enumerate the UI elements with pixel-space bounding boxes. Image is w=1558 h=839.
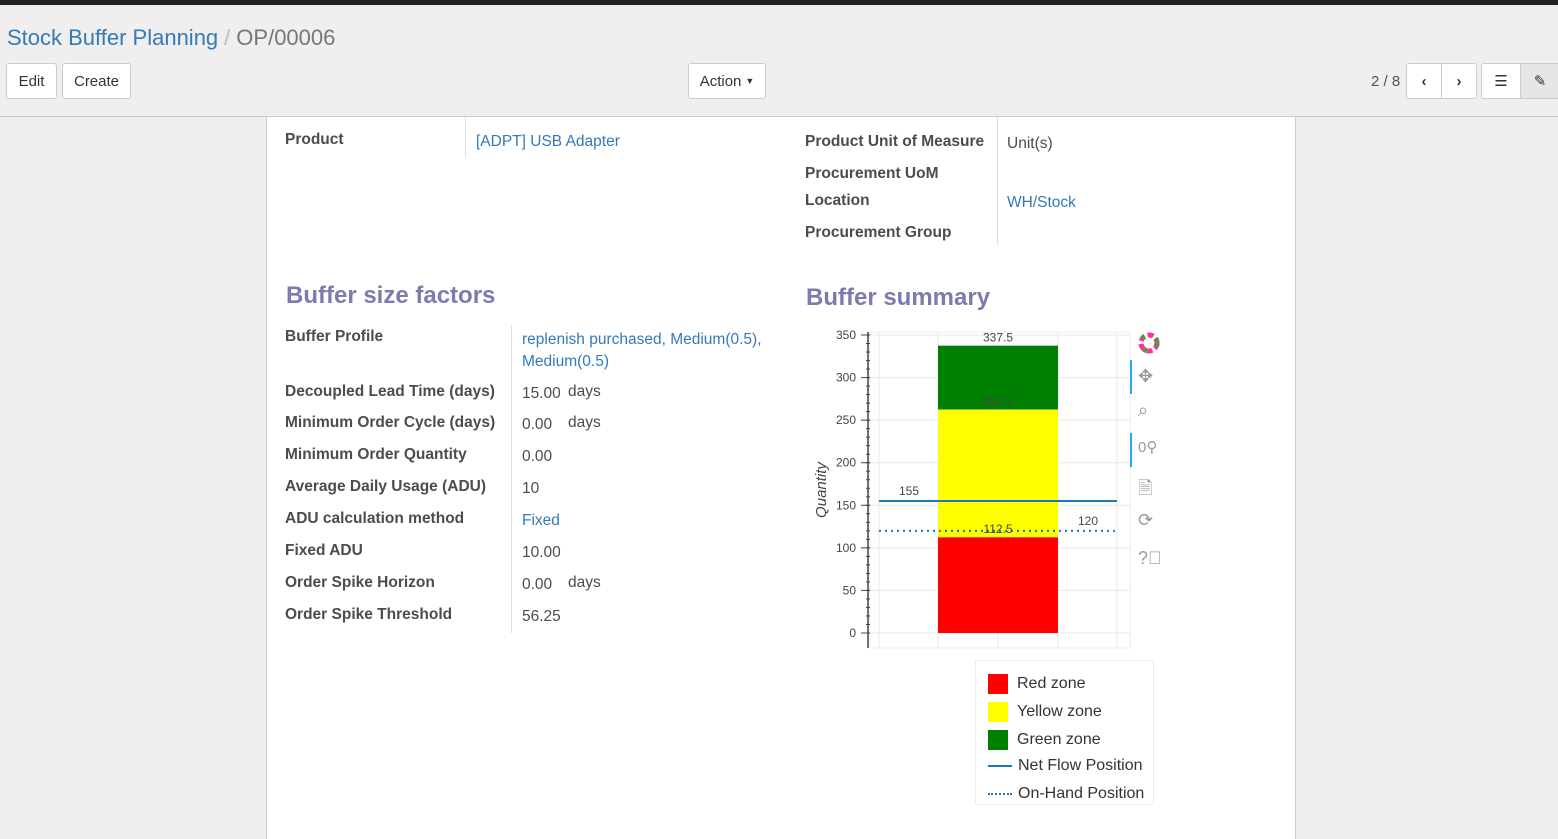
field-label: Decoupled Lead Time (days): [285, 383, 495, 400]
product-value[interactable]: [ADPT] USB Adapter: [476, 133, 620, 150]
net-flow-label: 155: [899, 484, 919, 498]
legend-swatch: [988, 730, 1008, 750]
location-label: Location: [805, 192, 870, 209]
legend-line: [988, 765, 1012, 767]
field-value: 56.25: [522, 608, 561, 625]
field-label: Order Spike Threshold: [285, 606, 453, 623]
form-view-button[interactable]: ✎: [1520, 63, 1558, 99]
y-axis-label: Quantity: [813, 461, 830, 518]
bar-yellow-zone: [938, 409, 1058, 538]
help-tool-icon[interactable]: ?⃝: [1138, 548, 1162, 568]
field-value: 0.00: [522, 448, 553, 465]
bar-red-zone: [938, 537, 1058, 633]
create-button[interactable]: Create: [62, 63, 131, 99]
buffer-profile-link-cont[interactable]: Medium(0.5): [522, 353, 609, 370]
legend-swatch: [988, 674, 1008, 694]
legend-item-net-flow: Net Flow Position: [988, 757, 1143, 775]
field-value[interactable]: Fixed: [522, 512, 560, 529]
bar-green-zone: [938, 345, 1058, 410]
buffer-summary-title: Buffer summary: [806, 284, 991, 311]
buffer-size-factors-title: Buffer size factors: [286, 282, 496, 309]
legend-swatch: [988, 702, 1008, 722]
field-value: 15.00: [522, 385, 561, 402]
legend-label: On-Hand Position: [1018, 785, 1145, 802]
reset-tool-icon[interactable]: ⟳: [1138, 510, 1154, 530]
list-view-button[interactable]: ☰: [1481, 63, 1521, 99]
bokeh-logo-icon: [1138, 332, 1160, 359]
y-tick-label: 250: [836, 413, 856, 427]
zone-label: 337.5: [983, 331, 1013, 345]
y-tick-label: 150: [836, 498, 856, 512]
save-tool-icon[interactable]: 🗎: [1138, 478, 1153, 498]
action-dropdown[interactable]: Action ▼: [688, 63, 766, 99]
y-tick-label: 350: [836, 328, 856, 342]
field-value: 10.00: [522, 544, 561, 561]
pager-value: 2 / 8: [1371, 73, 1401, 90]
field-label: Fixed ADU: [285, 542, 363, 559]
y-tick-label: 200: [836, 456, 856, 470]
chevron-left-icon: ‹: [1421, 72, 1427, 90]
field-label: Order Spike Horizon: [285, 574, 435, 591]
list-icon: ☰: [1494, 73, 1508, 90]
field-value: 0.00: [522, 416, 553, 433]
chart-legend: Red zone Yellow zone Green zone Net Flow…: [975, 660, 1154, 805]
field-label: Average Daily Usage (ADU): [285, 478, 486, 495]
breadcrumb-parent[interactable]: Stock Buffer Planning: [7, 25, 219, 50]
zone-label: 112.5: [983, 522, 1012, 536]
legend-label: Net Flow Position: [1018, 757, 1143, 774]
box-zoom-tool-icon[interactable]: ⌕: [1138, 400, 1149, 420]
edit-form-icon: ✎: [1533, 73, 1547, 90]
breadcrumb: Stock Buffer Planning / OP/00006: [7, 25, 336, 50]
y-tick-label: 100: [836, 541, 856, 555]
edit-button[interactable]: Edit: [6, 63, 57, 99]
field-label: ADU calculation method: [285, 510, 465, 527]
legend-item-yellow: Yellow zone: [988, 702, 1102, 722]
legend-item-green: Green zone: [988, 730, 1101, 750]
caret-down-icon: ▼: [745, 76, 755, 86]
action-label: Action: [699, 72, 742, 90]
y-tick-label: 300: [836, 371, 856, 385]
field-value: 10: [522, 480, 540, 497]
pan-tool-icon[interactable]: ✥: [1138, 366, 1154, 386]
y-tick-label: 0: [849, 626, 856, 640]
product-label: Product: [285, 131, 344, 148]
chevron-right-icon: ›: [1456, 72, 1462, 90]
breadcrumb-current: OP/00006: [236, 25, 336, 50]
field-value: 0.00: [522, 576, 553, 593]
control-panel: Stock Buffer Planning / OP/00006: [0, 5, 1558, 117]
field-unit: days: [568, 383, 601, 400]
procurement-group-label: Procurement Group: [805, 224, 952, 241]
field-label: Minimum Order Quantity: [285, 446, 467, 463]
wheel-zoom-tool-icon[interactable]: 0⚲: [1138, 439, 1158, 456]
buffer-profile-link[interactable]: replenish purchased, Medium(0.5),: [522, 331, 762, 348]
legend-label: Red zone: [1017, 675, 1086, 692]
procurement-uom-label: Procurement UoM: [805, 165, 939, 182]
legend-item-red: Red zone: [988, 674, 1086, 694]
zone-label: 262.5: [983, 395, 1013, 409]
on-hand-label: 120: [1078, 514, 1098, 528]
pager-next-button[interactable]: ›: [1441, 63, 1477, 99]
legend-item-on-hand: On-Hand Position: [988, 785, 1144, 803]
y-tick-label: 50: [843, 583, 857, 597]
field-unit: days: [568, 414, 601, 431]
top-bar: [0, 0, 1558, 5]
location-value[interactable]: WH/Stock: [1007, 194, 1076, 211]
field-label: Minimum Order Cycle (days): [285, 414, 496, 431]
uom-label: Product Unit of Measure: [805, 133, 985, 150]
legend-line: [988, 793, 1012, 795]
field-unit: days: [568, 574, 601, 591]
legend-label: Green zone: [1017, 731, 1101, 748]
uom-value: Unit(s): [1007, 135, 1053, 152]
field-label: Buffer Profile: [285, 328, 384, 345]
legend-label: Yellow zone: [1017, 703, 1102, 720]
